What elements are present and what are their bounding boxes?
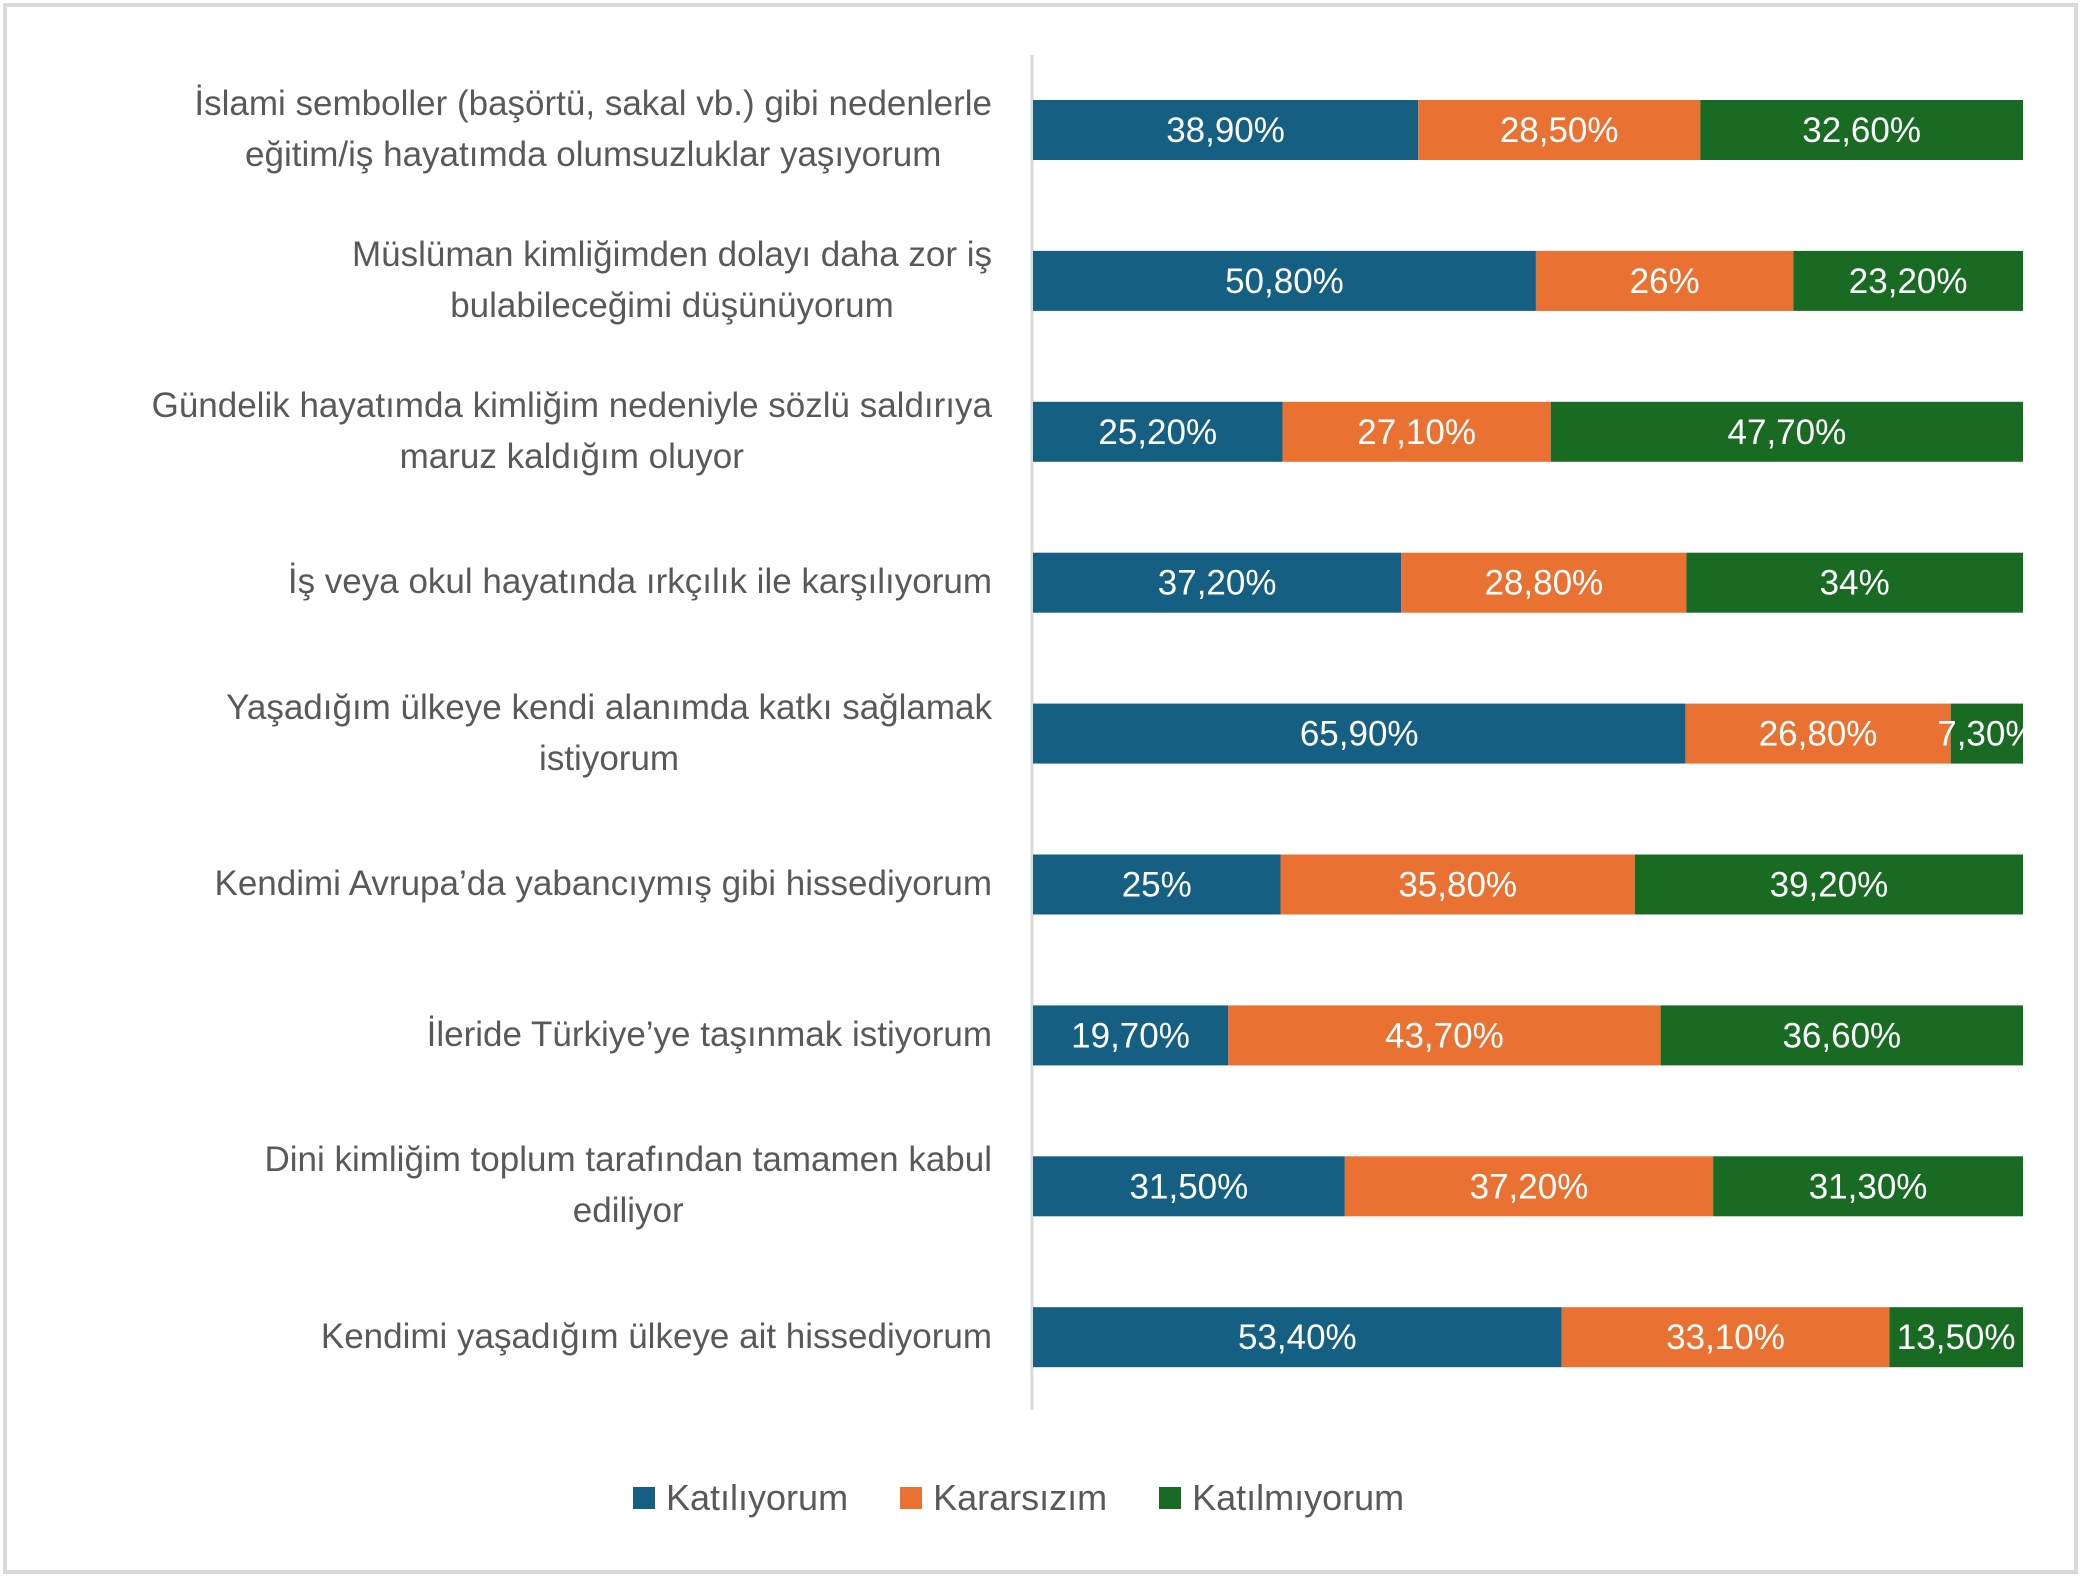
category-label: Dini kimliğim toplum tarafından tamamen … — [264, 1134, 992, 1236]
bar-row: 31,50% 37,20% 31,30% — [1033, 1156, 2023, 1217]
bar-segment[interactable] — [1033, 1005, 1229, 1066]
category-label-line: maruz kaldığım oluyor — [399, 436, 744, 476]
bar-segment[interactable] — [1033, 1156, 1345, 1217]
bar-segment[interactable] — [1401, 552, 1687, 613]
data-label: 32,60% — [1802, 111, 1921, 150]
bar-row: 65,90% 26,80% 7,30% — [1033, 703, 2036, 764]
category-label-line: İş veya okul hayatında ırkçılık ile karş… — [287, 562, 992, 602]
category-label-line: Kendimi Avrupa’da yabancıymış gibi hisse… — [214, 864, 992, 903]
data-label: 7,30% — [1937, 715, 2036, 754]
bar-segment[interactable] — [1280, 854, 1635, 915]
data-label: 25,20% — [1098, 413, 1217, 452]
bar-row: 53,40% 33,10% 13,50% — [1033, 1307, 2023, 1368]
category-label: Kendimi Avrupa’da yabancıymış gibi hisse… — [214, 858, 992, 909]
category-label-line: bulabileceğimi düşünüyorum — [450, 285, 894, 325]
bar-segment[interactable] — [1561, 1307, 1890, 1368]
bar-row: 25% 35,80% 39,20% — [1033, 854, 2023, 915]
bar-segment[interactable] — [1793, 250, 2023, 311]
data-label: 43,70% — [1385, 1016, 1504, 1055]
category-label: Gündelik hayatımda kimliğim nedeniyle sö… — [152, 380, 992, 482]
category-label-line: Dini kimliğim toplum tarafından tamamen … — [264, 1140, 992, 1180]
legend-item-katiliyorum[interactable]: Katılıyorum — [633, 1477, 848, 1519]
category-label-line: eğitim/iş hayatımda olumsuzluklar yaşıyo… — [245, 135, 942, 174]
data-label: 26% — [1630, 262, 1700, 301]
data-label: 28,80% — [1484, 564, 1603, 603]
bar-segment[interactable] — [1700, 100, 2023, 160]
category-label: Yaşadığım ülkeye kendi alanımda katkı sa… — [226, 682, 992, 784]
data-label: 31,50% — [1130, 1167, 1249, 1206]
bar-segment[interactable] — [1686, 552, 2023, 613]
bar-segment[interactable] — [1535, 250, 1794, 311]
category-label-line: Müslüman kimliğimden dolayı daha zor iş — [352, 234, 992, 274]
bar-segment[interactable] — [1033, 703, 1686, 764]
data-label: 38,90% — [1166, 111, 1285, 150]
category-label: Kendimi yaşadığım ülkeye ait hissediyoru… — [321, 1311, 992, 1362]
category-label-line: Kendimi yaşadığım ülkeye ait hissediyoru… — [320, 1316, 992, 1356]
bar-segment[interactable] — [1033, 250, 1536, 311]
legend-item-kararsizim[interactable]: Kararsızım — [900, 1477, 1107, 1519]
bar-segment[interactable] — [1033, 1307, 1562, 1368]
category-label: İleride Türkiye’ye taşınmak istiyorum — [427, 1009, 992, 1060]
bar-segment[interactable] — [1033, 100, 1419, 160]
data-label: 47,70% — [1728, 413, 1847, 452]
bar-segment[interactable] — [1418, 100, 1701, 160]
bar-segment[interactable] — [1033, 854, 1281, 915]
bar-segment[interactable] — [1282, 401, 1551, 462]
data-label: 13,50% — [1897, 1318, 2016, 1357]
bar-segment[interactable] — [1033, 401, 1283, 462]
bar-row: 19,70% 43,70% 36,60% — [1033, 1005, 2023, 1066]
bar-series-group: 38,90% 28,50% 32,60%50,80% 26% 23,20%25,20% 2… — [1033, 100, 2036, 1368]
data-label: 25% — [1122, 866, 1192, 905]
data-label: 50,80% — [1225, 262, 1344, 301]
data-label: 27,10% — [1357, 413, 1476, 452]
legend-item-katilmiyorum[interactable]: Katılmıyorum — [1159, 1477, 1404, 1519]
category-label-line: İleride Türkiye’ye taşınmak istiyorum — [426, 1014, 992, 1054]
category-label-line: Gündelik hayatımda kimliğim nedeniyle sö… — [151, 385, 992, 425]
data-label: 26,80% — [1759, 715, 1878, 754]
data-label: 35,80% — [1398, 866, 1517, 905]
category-label: İslami semboller (başörtü, sakal vb.) gi… — [194, 78, 992, 180]
bar-segment[interactable] — [1228, 1005, 1661, 1066]
bar-segment[interactable] — [1033, 552, 1402, 613]
data-label: 34% — [1820, 564, 1890, 603]
legend-label: Katılmıyorum — [1192, 1477, 1405, 1518]
data-label: 65,90% — [1300, 715, 1419, 754]
data-label: 23,20% — [1849, 262, 1968, 301]
bar-row: 38,90% 28,50% 32,60% — [1033, 100, 2023, 160]
category-label-line: istiyorum — [539, 738, 680, 778]
bar-segment[interactable] — [1950, 703, 2023, 764]
legend-swatch-icon — [633, 1487, 655, 1509]
category-label: İş veya okul hayatında ırkçılık ile karş… — [288, 556, 992, 607]
bar-row: 50,80% 26% 23,20% — [1033, 250, 2023, 311]
data-label: 19,70% — [1071, 1016, 1190, 1055]
bar-segment[interactable] — [1344, 1156, 1714, 1217]
data-label: 31,30% — [1809, 1167, 1928, 1206]
category-label-line: ediliyor — [572, 1191, 684, 1231]
data-label: 28,50% — [1500, 111, 1619, 150]
legend-swatch-icon — [1159, 1487, 1182, 1509]
legend-label: Kararsızım — [933, 1477, 1108, 1518]
legend-label: Katılıyorum — [666, 1477, 849, 1518]
data-label: 53,40% — [1238, 1318, 1357, 1357]
data-label: 39,20% — [1770, 866, 1889, 905]
data-label: 37,20% — [1158, 564, 1277, 603]
data-label: 37,20% — [1470, 1167, 1589, 1206]
bar-segment[interactable] — [1634, 854, 2023, 915]
data-label: 36,60% — [1782, 1016, 1901, 1055]
bar-segment[interactable] — [1713, 1156, 2023, 1217]
legend: Katılıyorum Kararsızım Katılmıyorum — [633, 1476, 1456, 1520]
bar-row: 37,20% 28,80% 34% — [1033, 552, 2023, 613]
category-label: Müslüman kimliğimden dolayı daha zor iş b… — [352, 229, 992, 331]
category-label-line: Yaşadığım ülkeye kendi alanımda katkı sa… — [226, 687, 992, 727]
bar-row: 25,20% 27,10% 47,70% — [1033, 401, 2023, 462]
bar-segment[interactable] — [1660, 1005, 2023, 1066]
bar-segment[interactable] — [1685, 703, 1951, 764]
bar-segment[interactable] — [1889, 1307, 2023, 1368]
data-label: 33,10% — [1666, 1318, 1785, 1357]
category-label-line: İslami semboller (başörtü, sakal vb.) gi… — [194, 84, 992, 123]
legend-swatch-icon — [900, 1487, 923, 1509]
bar-segment[interactable] — [1550, 401, 2023, 462]
